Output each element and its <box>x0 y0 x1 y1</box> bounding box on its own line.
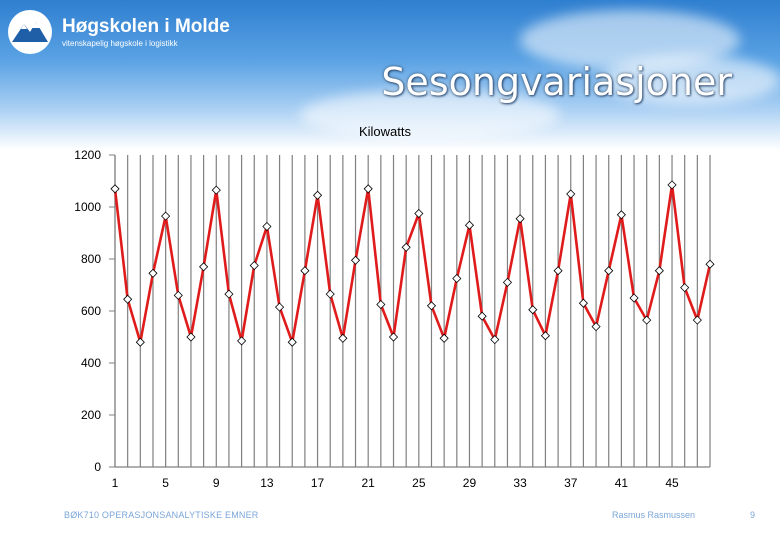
data-point <box>211 185 221 195</box>
x-tick-label: 37 <box>564 476 578 490</box>
data-point <box>123 294 133 304</box>
data-point <box>578 298 588 308</box>
data-point <box>363 184 373 194</box>
data-point <box>680 283 690 293</box>
mountain-logo-icon <box>8 10 52 54</box>
x-tick-label: 33 <box>513 476 527 490</box>
data-point <box>654 266 664 276</box>
data-point <box>515 214 525 224</box>
data-point <box>224 289 234 299</box>
data-point <box>705 259 715 269</box>
data-point <box>110 184 120 194</box>
series-markers <box>110 180 715 347</box>
series-line-path <box>113 183 712 344</box>
data-point <box>616 210 626 220</box>
data-point <box>388 332 399 342</box>
cloud <box>300 90 560 140</box>
data-point <box>186 332 196 342</box>
data-point <box>275 302 285 312</box>
data-point <box>553 266 563 276</box>
grid-lines <box>114 155 711 467</box>
data-point <box>477 311 487 321</box>
y-tick-label: 1200 <box>74 148 101 162</box>
x-tick-label: 9 <box>213 476 220 490</box>
y-tick-label: 800 <box>81 252 101 266</box>
data-point <box>692 315 702 325</box>
series-line <box>113 183 712 344</box>
data-point <box>401 242 411 252</box>
y-tick-label: 0 <box>94 460 101 474</box>
data-point <box>591 322 601 332</box>
logo-tagline: vitenskapelig høgskole i logistikk <box>62 38 178 48</box>
data-point <box>540 331 550 341</box>
data-point <box>287 337 297 347</box>
x-tick-label: 41 <box>615 476 629 490</box>
data-point <box>300 266 310 276</box>
data-point <box>439 333 449 343</box>
data-point <box>249 260 259 271</box>
data-point <box>452 273 462 284</box>
data-point <box>237 336 247 346</box>
data-point <box>566 189 576 199</box>
logo-name: Høgskolen i Molde <box>62 15 230 37</box>
chart-title: Kilowatts <box>359 124 412 139</box>
y-tick-label: 400 <box>81 356 101 370</box>
logo: Høgskolen i Molde vitenskapelig høgskole… <box>6 8 230 56</box>
footer-course: BØK710 OPERASJONSANALYTISKE EMNER <box>64 510 259 520</box>
footer-author: Rasmus Rasmussen <box>612 510 696 520</box>
header-background <box>0 0 780 150</box>
data-point <box>464 220 475 230</box>
x-tick-label: 13 <box>260 476 274 490</box>
line-chart: Kilowatts 0 200 400 600 800 1000 1200 1 5 9 13 17 21… <box>74 124 715 490</box>
y-tick-label: 600 <box>81 304 101 318</box>
data-point <box>667 180 677 190</box>
data-point <box>325 289 335 299</box>
data-point <box>490 335 500 345</box>
data-point <box>262 221 272 232</box>
axes: 0 200 400 600 800 1000 1200 1 5 9 13 17 21 25 29 33 37 41… <box>74 148 710 490</box>
data-point <box>604 266 614 276</box>
data-point <box>642 315 652 325</box>
data-point <box>135 337 145 347</box>
data-point <box>161 211 171 221</box>
data-point <box>528 305 538 315</box>
data-point <box>502 277 513 287</box>
data-point <box>629 293 639 303</box>
data-point <box>338 333 348 343</box>
cloud <box>600 55 780 105</box>
x-tick-label: 21 <box>362 476 376 490</box>
x-tick-label: 5 <box>162 476 169 490</box>
data-point <box>376 299 386 310</box>
data-point <box>426 301 437 311</box>
data-point <box>312 190 323 200</box>
x-tick-label: 29 <box>463 476 477 490</box>
slide-title: Sesongvariasjoner <box>381 60 732 104</box>
y-tick-label: 200 <box>81 408 101 422</box>
data-point <box>173 290 183 300</box>
data-point <box>350 255 361 265</box>
x-tick-label: 17 <box>311 476 325 490</box>
x-tick-label: 1 <box>112 476 119 490</box>
y-tick-label: 1000 <box>74 200 101 214</box>
data-point <box>199 262 209 272</box>
data-point <box>148 268 158 278</box>
data-point <box>414 208 424 219</box>
x-tick-label: 45 <box>665 476 679 490</box>
x-tick-label: 25 <box>412 476 426 490</box>
page-number: 9 <box>750 510 756 520</box>
